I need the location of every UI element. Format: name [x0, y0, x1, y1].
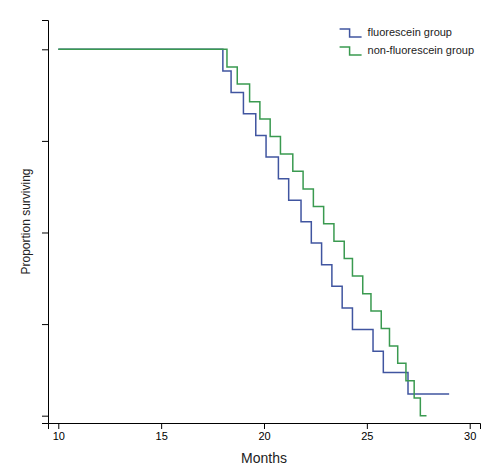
- x-tick-mark: [58, 423, 59, 429]
- y-axis-line: [42, 21, 49, 424]
- x-tick: 20: [258, 423, 270, 442]
- legend-item: non-fluorescein group: [340, 44, 474, 56]
- y-tick: [42, 141, 48, 142]
- survival-line: [58, 49, 426, 415]
- x-axis-title: Months: [241, 450, 287, 466]
- x-axis-line: [49, 424, 481, 430]
- x-tick-label: 15: [156, 430, 168, 442]
- x-tick: 30: [464, 423, 476, 442]
- y-tick-mark: [42, 416, 48, 417]
- x-tick-mark: [367, 423, 368, 429]
- y-tick-mark: [42, 232, 48, 233]
- y-tick-mark: [42, 141, 48, 142]
- y-tick: [42, 49, 48, 50]
- legend-item: fluorescein group: [340, 26, 452, 38]
- y-axis-title: Proportion surviving: [19, 168, 33, 274]
- y-tick: [42, 416, 48, 417]
- y-tick-mark: [42, 324, 48, 325]
- legend-swatch: [340, 29, 362, 37]
- x-axis: 10 15 20 25 30: [49, 423, 481, 442]
- legend-label: non-fluorescein group: [368, 44, 474, 56]
- x-tick: 25: [361, 423, 373, 442]
- plot: 10 15 20 25 30 fluorescein group non-fluoresce…: [42, 21, 481, 442]
- x-tick-mark: [470, 423, 471, 429]
- legend: fluorescein group non-fluorescein group: [340, 26, 474, 56]
- y-tick: [42, 232, 48, 233]
- x-tick-label: 20: [258, 430, 270, 442]
- series-group: [58, 49, 449, 415]
- y-tick-mark: [42, 49, 48, 50]
- legend-swatch: [340, 47, 362, 55]
- x-tick-label: 25: [361, 430, 373, 442]
- y-tick: [42, 324, 48, 325]
- x-tick-label: 10: [53, 430, 65, 442]
- x-tick-mark: [161, 423, 162, 429]
- chart: 10 15 20 25 30 fluorescein group non-fluoresce…: [0, 0, 500, 475]
- legend-label: fluorescein group: [368, 26, 452, 38]
- x-tick-label: 30: [464, 430, 476, 442]
- x-tick: 15: [156, 423, 168, 442]
- x-tick-mark: [264, 423, 265, 429]
- y-axis: [42, 21, 49, 424]
- x-tick: 10: [53, 423, 65, 442]
